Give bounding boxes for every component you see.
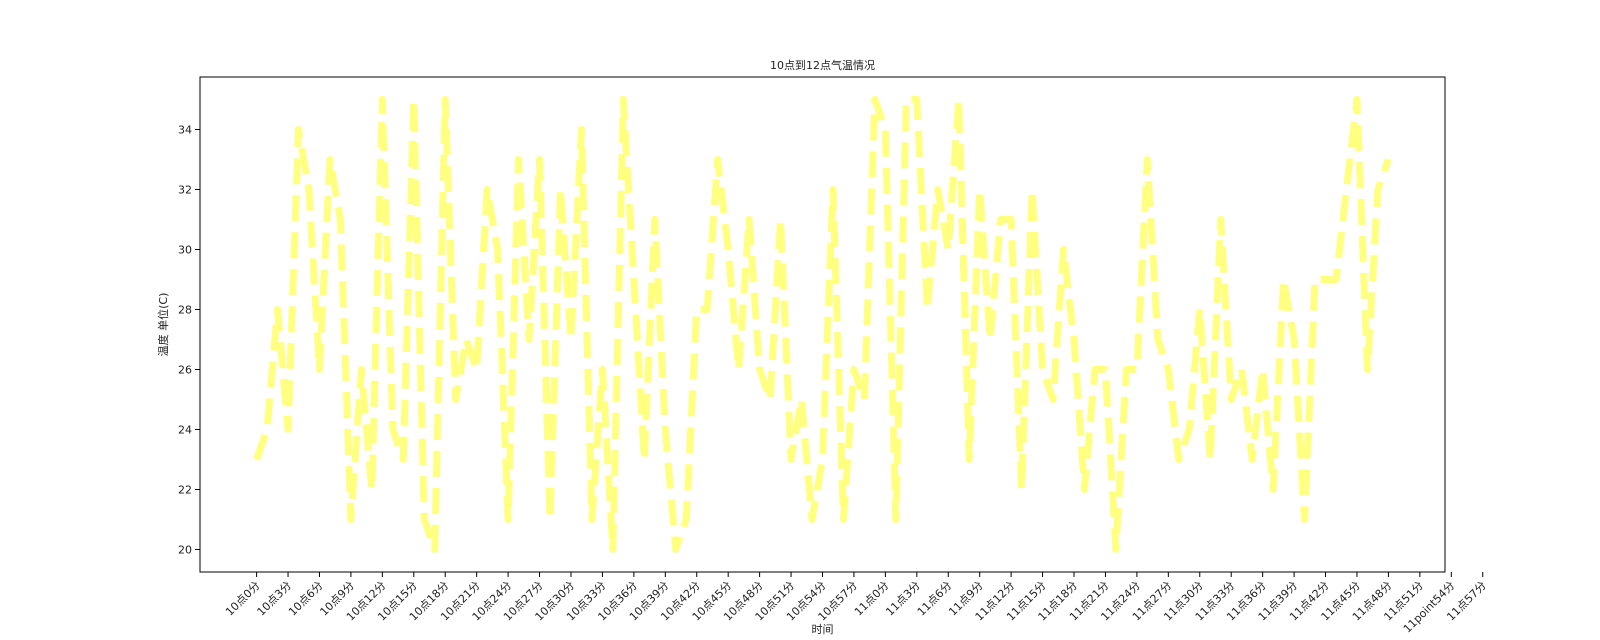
y-tick-label: 28 xyxy=(178,304,192,317)
plot-layer xyxy=(253,96,1392,553)
y-tick-label: 22 xyxy=(178,484,192,497)
y-tick-label: 30 xyxy=(178,244,192,257)
y-tick-label: 34 xyxy=(178,124,192,137)
chart-title: 10点到12点气温情况 xyxy=(770,58,875,72)
x-axis: 10点0分10点3分10点6分10点9分10点12分10点15分10点18分10… xyxy=(223,572,1489,636)
x-axis-title: 时间 xyxy=(812,623,834,636)
y-tick-label: 20 xyxy=(178,544,192,557)
y-tick-label: 32 xyxy=(178,184,192,197)
y-axis-title: 温度 单位(C) xyxy=(156,293,170,357)
y-axis: 20 22 24 26 28 30 32 34 xyxy=(178,124,200,557)
y-tick-label: 24 xyxy=(178,424,192,437)
series-line xyxy=(253,96,1392,553)
y-tick-label: 26 xyxy=(178,364,192,377)
